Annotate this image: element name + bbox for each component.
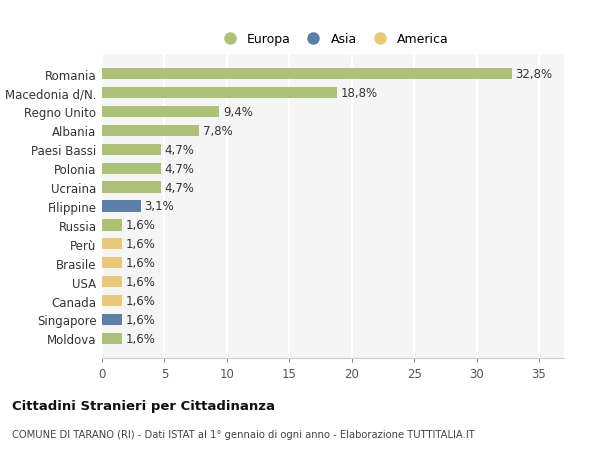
Bar xyxy=(102,276,122,288)
Bar xyxy=(102,220,122,231)
Text: 18,8%: 18,8% xyxy=(340,87,377,100)
Bar xyxy=(102,163,161,174)
Bar xyxy=(102,314,122,325)
Text: 1,6%: 1,6% xyxy=(126,275,155,289)
Text: 1,6%: 1,6% xyxy=(126,238,155,251)
Bar xyxy=(102,106,220,118)
Bar xyxy=(102,333,122,344)
Bar xyxy=(102,295,122,307)
Bar xyxy=(102,239,122,250)
Bar xyxy=(102,88,337,99)
Text: 1,6%: 1,6% xyxy=(126,294,155,308)
Text: 4,7%: 4,7% xyxy=(164,181,194,194)
Bar xyxy=(102,201,141,212)
Text: 4,7%: 4,7% xyxy=(164,162,194,175)
Bar xyxy=(102,69,512,80)
Text: 9,4%: 9,4% xyxy=(223,106,253,119)
Bar xyxy=(102,125,199,137)
Text: 1,6%: 1,6% xyxy=(126,332,155,345)
Bar xyxy=(102,257,122,269)
Text: 3,1%: 3,1% xyxy=(145,200,174,213)
Text: 1,6%: 1,6% xyxy=(126,313,155,326)
Text: Cittadini Stranieri per Cittadinanza: Cittadini Stranieri per Cittadinanza xyxy=(12,399,275,412)
Text: 7,8%: 7,8% xyxy=(203,124,233,138)
Text: 4,7%: 4,7% xyxy=(164,144,194,157)
Bar xyxy=(102,182,161,193)
Text: 1,6%: 1,6% xyxy=(126,257,155,269)
Bar xyxy=(102,144,161,156)
Legend: Europa, Asia, America: Europa, Asia, America xyxy=(212,28,454,51)
Text: 1,6%: 1,6% xyxy=(126,219,155,232)
Text: COMUNE DI TARANO (RI) - Dati ISTAT al 1° gennaio di ogni anno - Elaborazione TUT: COMUNE DI TARANO (RI) - Dati ISTAT al 1°… xyxy=(12,429,475,439)
Text: 32,8%: 32,8% xyxy=(515,68,553,81)
